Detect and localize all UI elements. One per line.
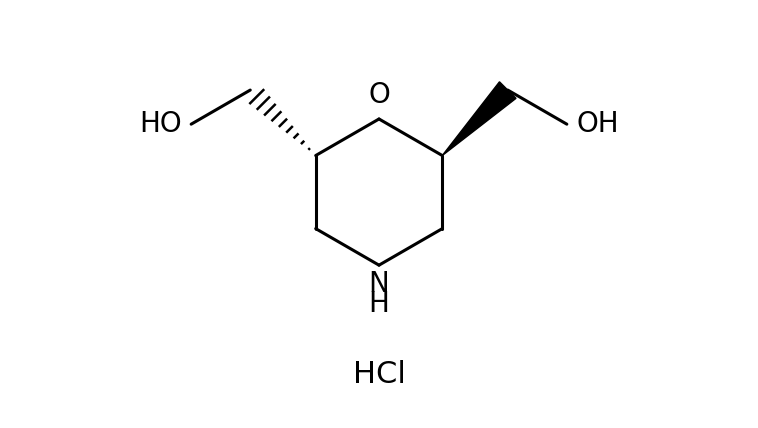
Polygon shape — [443, 82, 516, 155]
Text: HCl: HCl — [352, 360, 406, 389]
Text: N: N — [368, 270, 390, 298]
Text: HO: HO — [139, 110, 181, 138]
Text: OH: OH — [577, 110, 619, 138]
Text: H: H — [368, 289, 390, 318]
Text: O: O — [368, 81, 390, 109]
